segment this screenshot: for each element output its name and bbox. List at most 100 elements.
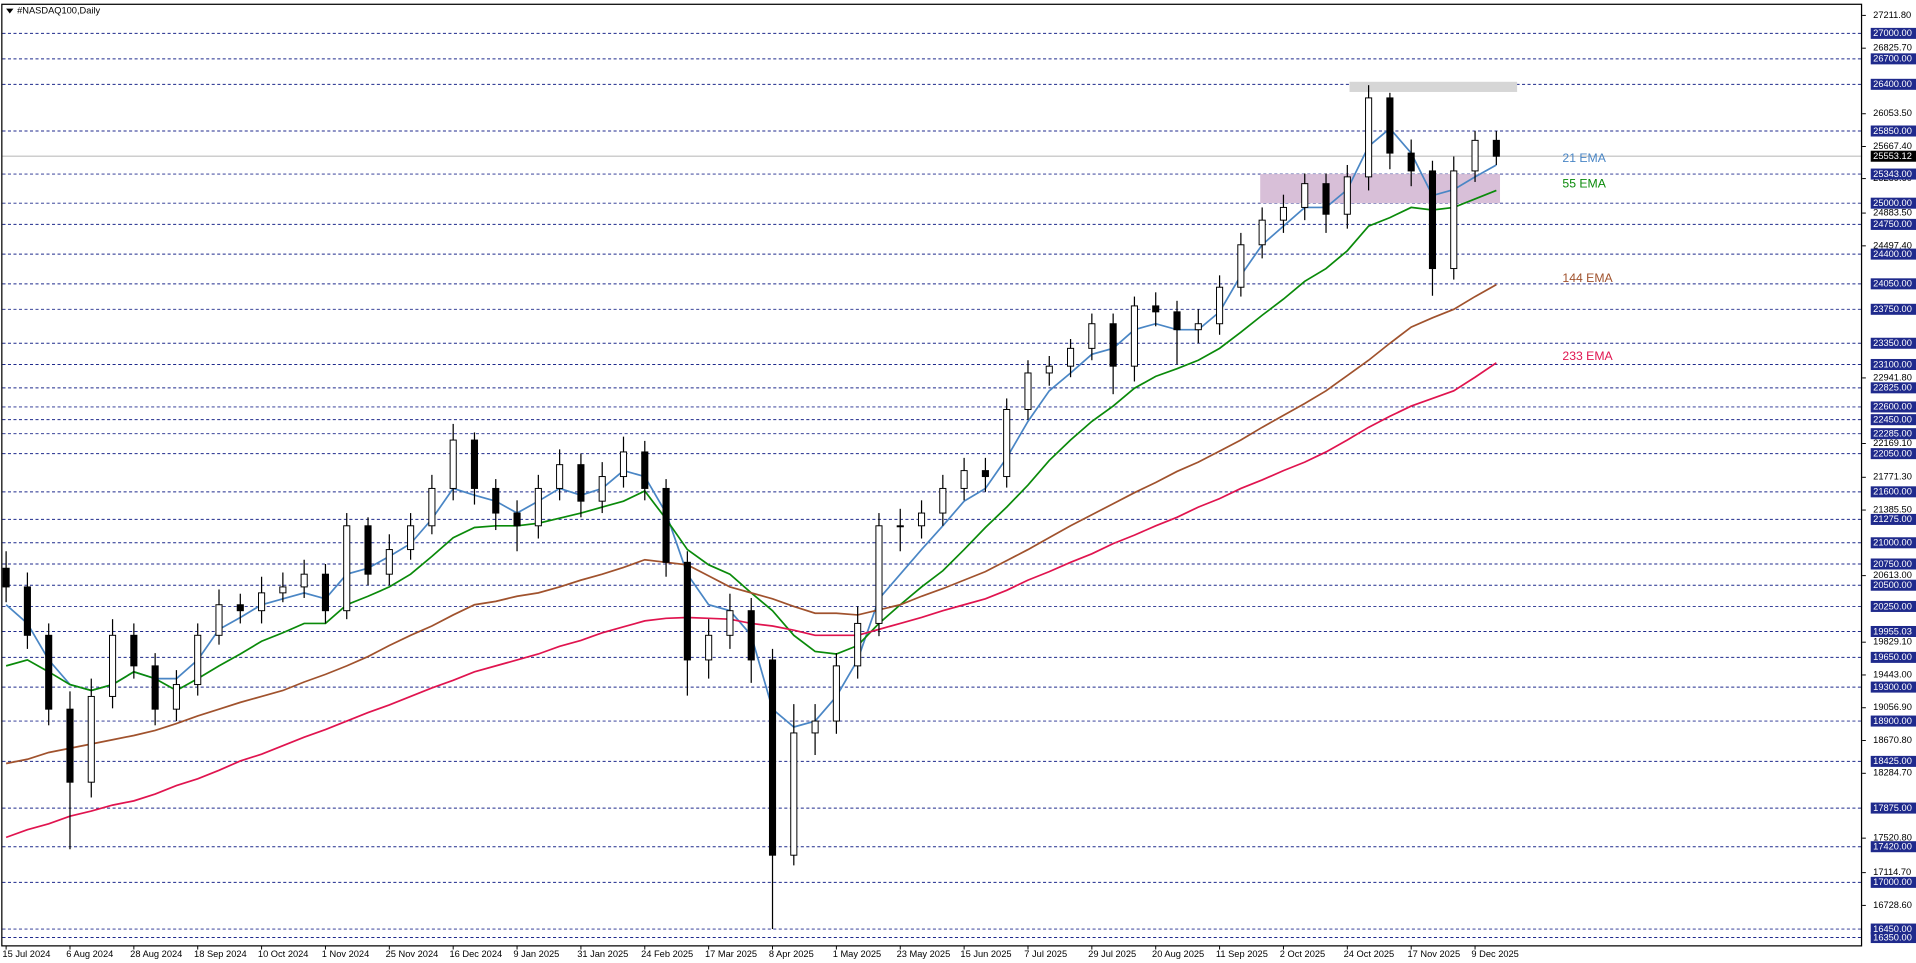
- level-label: 20500.00: [1873, 580, 1912, 590]
- candle-body: [428, 487, 436, 527]
- y-tick-label: 26053.50: [1873, 108, 1912, 118]
- level-label: 20250.00: [1873, 601, 1912, 611]
- candle-body: [534, 487, 542, 527]
- candle-body: [1088, 323, 1096, 349]
- x-tick-label: 29 Jul 2025: [1088, 949, 1136, 959]
- y-tick-label: 18670.80: [1873, 735, 1912, 745]
- current-price-box: [1870, 150, 1916, 162]
- level-label: 22285.00: [1873, 428, 1912, 438]
- candle-body: [1067, 347, 1075, 367]
- x-tick-label: 24 Feb 2025: [641, 949, 693, 959]
- candle-body: [343, 525, 351, 612]
- candle-body: [811, 720, 819, 734]
- x-tick-label: 24 Oct 2025: [1344, 949, 1395, 959]
- level-label: 24050.00: [1873, 279, 1912, 289]
- candle-body: [598, 476, 606, 502]
- x-tick-label: 2 Oct 2025: [1280, 949, 1325, 959]
- y-tick-label: 16728.60: [1873, 900, 1912, 910]
- level-label-box: [1870, 303, 1916, 315]
- level-label: 16350.00: [1873, 932, 1912, 942]
- level-label: 21275.00: [1873, 514, 1912, 524]
- candle-body: [1343, 176, 1351, 215]
- plot-frame: [1, 3, 1863, 947]
- level-label-box: [1870, 651, 1916, 663]
- level-label-box: [1870, 558, 1916, 570]
- candle-body: [87, 695, 95, 783]
- candle-body: [1109, 323, 1117, 367]
- candle-body: [619, 451, 628, 478]
- level-label: 23350.00: [1873, 338, 1912, 348]
- y-tick-label: 24883.50: [1873, 208, 1912, 218]
- candle-body: [939, 487, 947, 514]
- level-label: 25343.00: [1873, 169, 1912, 179]
- candle-body: [385, 549, 393, 575]
- zone-layer: [1260, 81, 1518, 204]
- level-label: 18900.00: [1873, 716, 1912, 726]
- x-tick-label: 10 Oct 2024: [258, 949, 309, 959]
- x-tick-label: 31 Jan 2025: [577, 949, 628, 959]
- level-label-box: [1870, 168, 1916, 180]
- y-tick-label: 19056.90: [1873, 702, 1912, 712]
- level-label: 22450.00: [1873, 414, 1912, 424]
- candle-body: [321, 573, 329, 612]
- y-tick-label: 19443.00: [1873, 669, 1912, 679]
- x-tick-label: 15 Jun 2025: [960, 949, 1011, 959]
- x-tick-label: 1 May 2025: [833, 949, 881, 959]
- candle-body: [172, 684, 180, 710]
- candle-body: [300, 573, 308, 588]
- candle-body: [832, 665, 840, 722]
- candle-body: [236, 604, 244, 612]
- grid-layer: [2, 32, 1863, 939]
- level-label: 25000.00: [1873, 198, 1912, 208]
- candle-body: [1322, 183, 1330, 215]
- candle-body: [1130, 305, 1138, 367]
- x-tick-label: 18 Sep 2024: [194, 949, 247, 959]
- candle-body: [854, 622, 862, 667]
- ema-label: 233 EMA: [1562, 349, 1613, 363]
- candle-body: [556, 464, 564, 489]
- level-label: 22825.00: [1873, 383, 1912, 393]
- x-tick-label: 25 Nov 2024: [386, 949, 439, 959]
- candle-body: [1045, 365, 1053, 374]
- candle-body: [1258, 219, 1266, 246]
- level-label-box: [1870, 486, 1916, 498]
- level-label-box: [1870, 197, 1916, 209]
- candle-body: [768, 659, 777, 856]
- x-tick-label: 17 Nov 2025: [1408, 949, 1461, 959]
- candle-body: [470, 439, 479, 489]
- level-label-box: [1870, 428, 1916, 440]
- candle-body: [1386, 97, 1394, 154]
- level-label-box: [1870, 625, 1916, 637]
- candle-body: [1428, 170, 1437, 270]
- candle-body: [66, 708, 74, 783]
- level-label-box: [1870, 414, 1916, 426]
- candle-body: [2, 567, 10, 588]
- y-tick-label: 24497.40: [1873, 240, 1912, 250]
- level-label-box: [1870, 755, 1916, 767]
- x-tick-label: 20 Aug 2025: [1152, 949, 1204, 959]
- level-label-box: [1870, 125, 1916, 137]
- x-tick-label: 17 Mar 2025: [705, 949, 757, 959]
- candle-body: [705, 634, 713, 661]
- level-label: 26400.00: [1873, 79, 1912, 89]
- y-tick-label: 25667.40: [1873, 141, 1912, 151]
- candle-body: [1237, 244, 1245, 288]
- axis-layer: 27211.8026825.7026053.5025667.4025289.60…: [2, 10, 1916, 959]
- candle-body: [1492, 139, 1500, 157]
- chart-title: #NASDAQ100,Daily: [17, 5, 100, 15]
- ema-line: [5, 283, 1497, 765]
- level-label-box: [1870, 681, 1916, 693]
- title-arrow: [6, 8, 14, 14]
- level-label: 21600.00: [1873, 487, 1912, 497]
- candle-body: [23, 586, 31, 636]
- level-label-box: [1870, 78, 1916, 90]
- y-tick-label: 21771.30: [1873, 472, 1912, 482]
- level-label-box: [1870, 448, 1916, 460]
- candle-body: [407, 525, 415, 551]
- candle-body: [981, 470, 989, 478]
- candle-body: [875, 525, 883, 624]
- candle-body: [747, 610, 755, 661]
- level-label-box: [1870, 382, 1916, 394]
- level-label: 18425.00: [1873, 756, 1912, 766]
